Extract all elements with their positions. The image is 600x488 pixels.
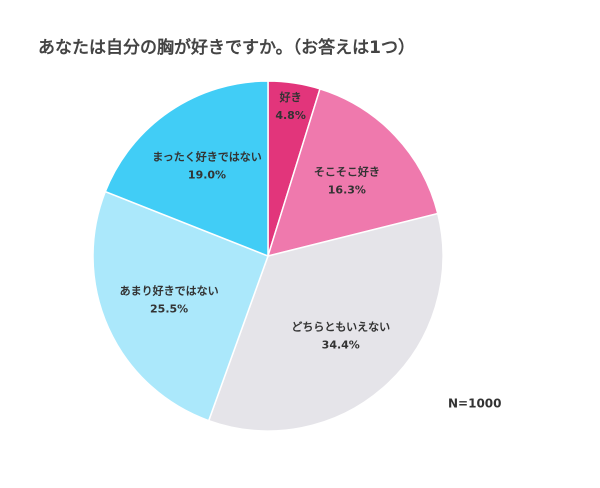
slice-label: どちらともいえない [291, 320, 390, 333]
slice-value-label: 16.3% [328, 183, 366, 196]
slice-value-label: 34.4% [322, 338, 360, 351]
slice-label: あまり好きではない [120, 284, 219, 298]
sample-size-note: N=1000 [448, 397, 502, 411]
pie-slice [104, 80, 269, 258]
slice-value-label: 4.8% [275, 109, 306, 122]
slice-label: まったく好きではない [152, 149, 262, 163]
slice-label: 好き [279, 90, 302, 104]
pie-slice [207, 212, 444, 432]
pie-slice [92, 190, 269, 422]
chart-title: あなたは自分の胸が好きですか。（お答えは1つ） [38, 37, 415, 58]
slice-value-label: 19.0% [188, 168, 226, 181]
slice-value-label: 25.5% [150, 303, 188, 316]
slice-label: そこそこ好き [314, 164, 380, 178]
pie-slice [266, 87, 439, 258]
